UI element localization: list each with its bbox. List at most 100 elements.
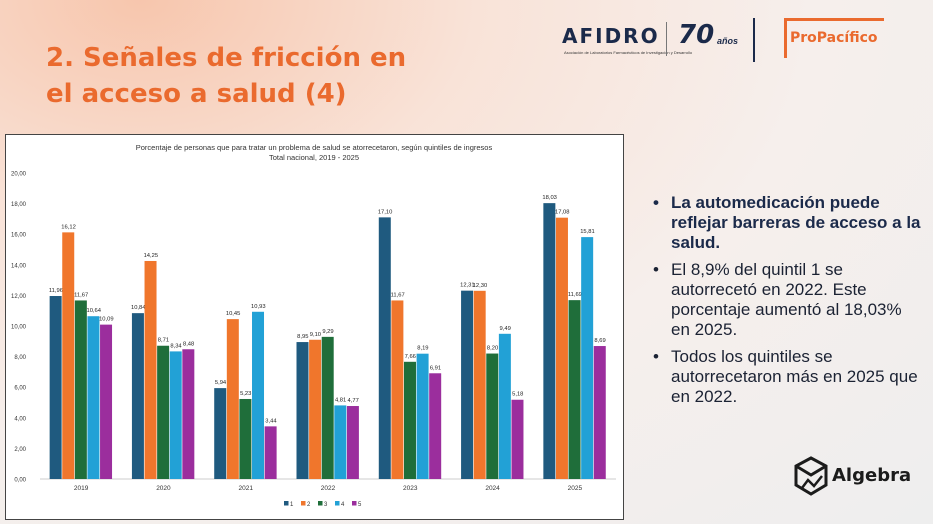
bar	[416, 353, 429, 479]
bar	[157, 345, 170, 479]
bar	[309, 339, 322, 479]
bar	[378, 217, 391, 479]
chart-subtitle: Total nacional, 2019 - 2025	[269, 153, 359, 162]
data-label: 4,81	[335, 397, 346, 403]
algebra-cube-icon	[794, 456, 828, 496]
anniversary-logo-anos: años	[717, 36, 739, 46]
bar	[239, 398, 252, 479]
data-label: 11,69	[568, 292, 582, 298]
bar	[543, 203, 556, 479]
bar	[346, 406, 359, 479]
propacifico-logo: ProPacífico	[790, 30, 878, 46]
bar	[144, 260, 157, 479]
y-tick-label: 10,00	[11, 325, 27, 331]
y-tick-label: 6,00	[14, 386, 26, 392]
y-tick-label: 0,00	[14, 478, 26, 484]
data-label: 11,96	[49, 288, 63, 294]
bar	[593, 346, 606, 479]
anniversary-logo: 70	[678, 20, 715, 50]
bullet-item: Todos los quintiles se autorrecetaron má…	[653, 347, 923, 407]
legend-swatch	[284, 501, 289, 506]
bullet-list: La automedicación puede reflejar barrera…	[653, 193, 923, 414]
bar	[296, 342, 309, 479]
bar	[555, 217, 568, 479]
bar	[131, 313, 144, 479]
bar	[87, 316, 100, 479]
data-label: 10,84	[131, 305, 146, 311]
data-label: 8,95	[297, 334, 308, 340]
data-label: 9,49	[500, 326, 511, 332]
data-label: 7,66	[405, 354, 416, 360]
y-tick-label: 8,00	[14, 355, 26, 361]
y-tick-label: 12,00	[11, 294, 27, 300]
legend-swatch	[318, 501, 323, 506]
data-label: 10,93	[251, 304, 266, 310]
bar	[461, 290, 474, 479]
bar	[252, 311, 265, 479]
bar	[473, 290, 486, 479]
bar	[429, 373, 442, 479]
x-tick-label: 2025	[568, 485, 583, 492]
logo-divider	[753, 18, 755, 62]
chart-title: Porcentaje de personas que para tratar u…	[136, 143, 493, 152]
algebra-logo: Algebra	[794, 456, 914, 500]
bar	[62, 232, 75, 479]
data-label: 10,09	[99, 317, 114, 323]
data-label: 3,44	[265, 418, 277, 424]
data-label: 15,81	[580, 229, 595, 235]
bar	[182, 349, 195, 479]
bar	[568, 300, 581, 479]
data-label: 9,29	[322, 329, 333, 335]
data-label: 17,08	[555, 210, 570, 216]
legend-label: 5	[358, 502, 362, 508]
bar	[391, 300, 404, 479]
y-tick-label: 18,00	[11, 202, 27, 208]
bar	[581, 237, 594, 479]
data-label: 8,34	[170, 343, 182, 349]
y-tick-label: 2,00	[14, 447, 26, 453]
bar	[226, 319, 239, 479]
y-tick-label: 16,00	[11, 233, 27, 239]
afidro-logo-subtitle: Asociación de Laboratorios Farmacéuticos…	[564, 50, 693, 55]
legend-label: 3	[324, 502, 328, 508]
data-label: 8,71	[158, 338, 169, 344]
bar	[214, 388, 227, 479]
data-label: 8,19	[417, 346, 428, 352]
x-tick-label: 2022	[321, 485, 336, 492]
y-tick-label: 14,00	[11, 263, 27, 269]
bar	[100, 324, 113, 479]
legend-swatch	[335, 501, 340, 506]
bar	[321, 336, 334, 479]
chart-canvas: Porcentaje de personas que para tratar u…	[11, 143, 616, 508]
bullet-item: El 8,9% del quintil 1 se autorrecetó en …	[653, 260, 923, 340]
bar	[74, 300, 87, 479]
data-label: 14,25	[144, 253, 159, 259]
partner-logos: AFIDRO Asociación de Laboratorios Farmac…	[560, 14, 920, 66]
slide-title: 2. Señales de fricción en el acceso a sa…	[46, 43, 407, 109]
bar	[49, 296, 62, 479]
bar	[264, 426, 277, 479]
algebra-logo-text: Algebra	[832, 465, 912, 486]
data-label: 8,48	[183, 341, 194, 347]
data-label: 4,77	[348, 398, 359, 404]
data-label: 16,12	[61, 224, 76, 230]
bar	[498, 333, 511, 479]
data-label: 11,67	[74, 292, 88, 298]
y-tick-label: 4,00	[14, 416, 26, 422]
data-label: 5,18	[512, 392, 523, 398]
data-label: 8,69	[594, 338, 605, 344]
afidro-logo: AFIDRO	[562, 24, 660, 48]
data-label: 5,94	[215, 380, 227, 386]
bar	[511, 399, 524, 479]
bar-chart: Porcentaje de personas que para tratar u…	[5, 134, 624, 520]
data-label: 17,10	[378, 209, 393, 215]
legend-label: 2	[307, 502, 311, 508]
data-label: 8,20	[487, 346, 498, 352]
bar	[334, 405, 347, 479]
legend-swatch	[352, 501, 357, 506]
legend-label: 1	[290, 502, 294, 508]
data-label: 12,31	[460, 283, 475, 289]
data-label: 6,91	[430, 365, 441, 371]
data-label: 11,67	[391, 292, 405, 298]
data-label: 9,10	[310, 332, 321, 338]
